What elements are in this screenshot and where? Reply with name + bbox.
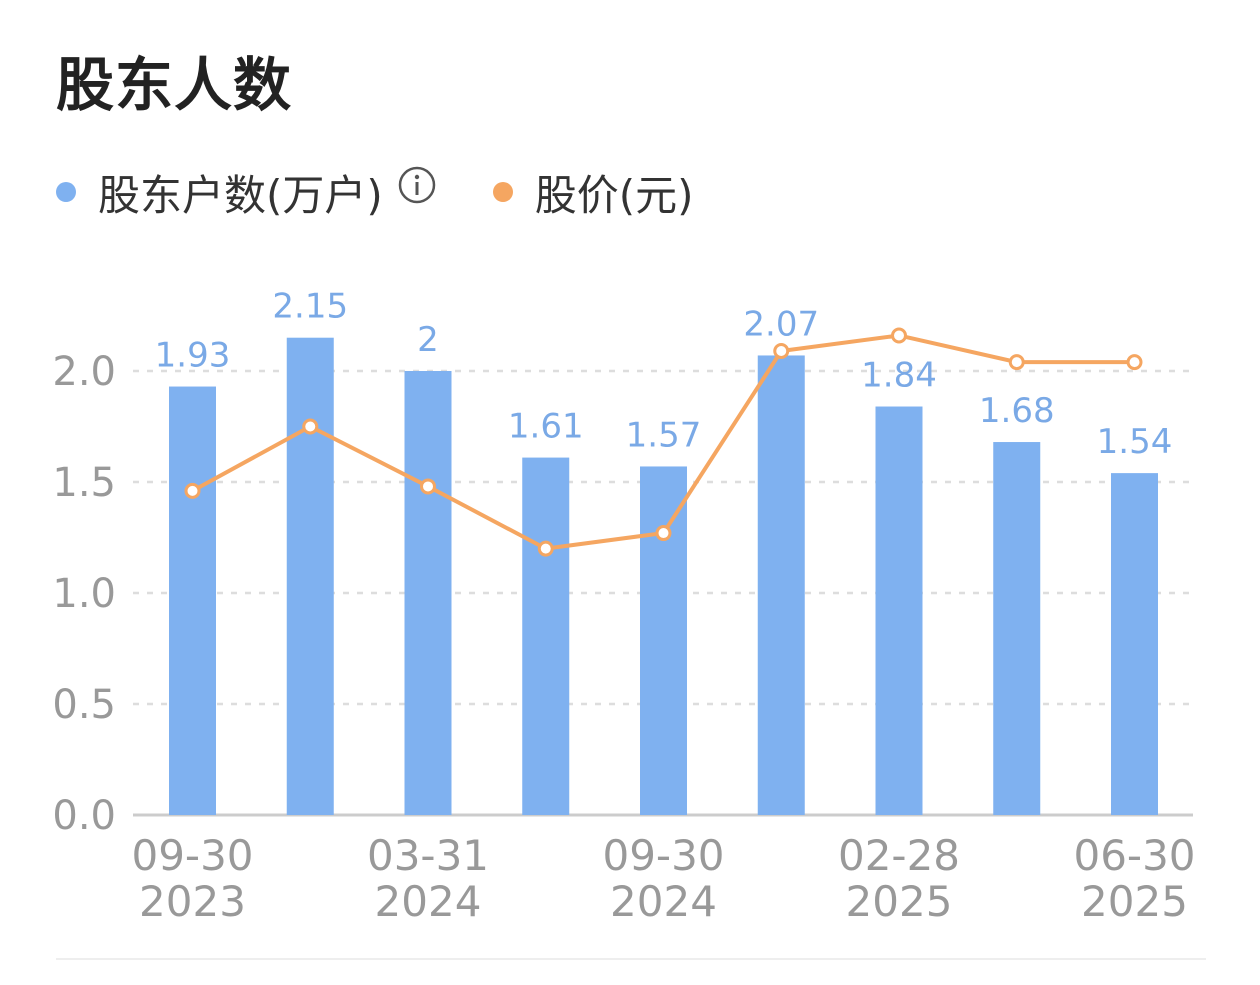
y-tick-label: 0.0 [52, 793, 116, 839]
price-point [184, 482, 201, 499]
legend-dot-price [492, 182, 513, 202]
bar [640, 466, 687, 815]
legend-dot-shareholders [56, 182, 76, 202]
x-tick-label: 02-28 [838, 831, 960, 880]
x-tick-label: 2024 [375, 877, 482, 926]
price-point [302, 418, 319, 435]
bar [875, 406, 923, 815]
legend-item-price[interactable]: 股价(元) [492, 162, 694, 223]
price-point [1126, 354, 1143, 371]
bar-value-label: 1.93 [155, 336, 231, 376]
bar-value-label: 2 [417, 320, 439, 360]
bar [169, 386, 216, 815]
bar-value-label: 1.54 [1097, 422, 1173, 462]
divider [56, 958, 1206, 960]
bar-value-label: 1.68 [979, 391, 1055, 431]
x-tick-label: 2025 [846, 877, 953, 926]
y-tick-label: 2.0 [52, 349, 116, 395]
chart-title: 股东人数 [56, 51, 293, 119]
x-tick-label: 2024 [610, 877, 717, 926]
price-point [1008, 354, 1025, 371]
bar-value-label: 1.57 [626, 415, 702, 455]
x-tick-label: 09-30 [131, 831, 253, 880]
x-tick-label: 2025 [1081, 877, 1188, 926]
legend-item-shareholders[interactable]: 股东户数(万户) [56, 162, 437, 223]
legend-label-shareholders: 股东户数(万户) [98, 170, 383, 220]
bar-value-label: 2.07 [743, 304, 819, 344]
price-point [773, 343, 790, 360]
bar [1111, 473, 1158, 815]
x-tick-label: 2023 [139, 877, 246, 926]
bar [522, 457, 570, 815]
bar [286, 337, 334, 815]
legend: 股东户数(万户) 股价(元) [56, 160, 694, 224]
legend-label-price: 股价(元) [534, 170, 694, 220]
price-point [537, 540, 554, 557]
x-tick-label: 06-30 [1073, 831, 1195, 880]
y-tick-label: 1.5 [52, 460, 116, 506]
price-point [655, 525, 672, 542]
y-tick-label: 1.0 [52, 571, 116, 617]
price-point [420, 478, 436, 495]
bar-value-label: 1.84 [861, 356, 937, 396]
bar [404, 371, 452, 815]
bar-value-label: 1.61 [508, 407, 584, 447]
x-tick-label: 03-31 [367, 831, 489, 880]
bar-value-label: 2.15 [272, 287, 348, 327]
price-point [891, 327, 907, 344]
bar [757, 355, 805, 815]
x-tick-label: 09-30 [602, 831, 724, 880]
y-tick-label: 0.5 [52, 682, 116, 728]
info-icon[interactable] [397, 165, 437, 205]
bar [993, 442, 1041, 815]
